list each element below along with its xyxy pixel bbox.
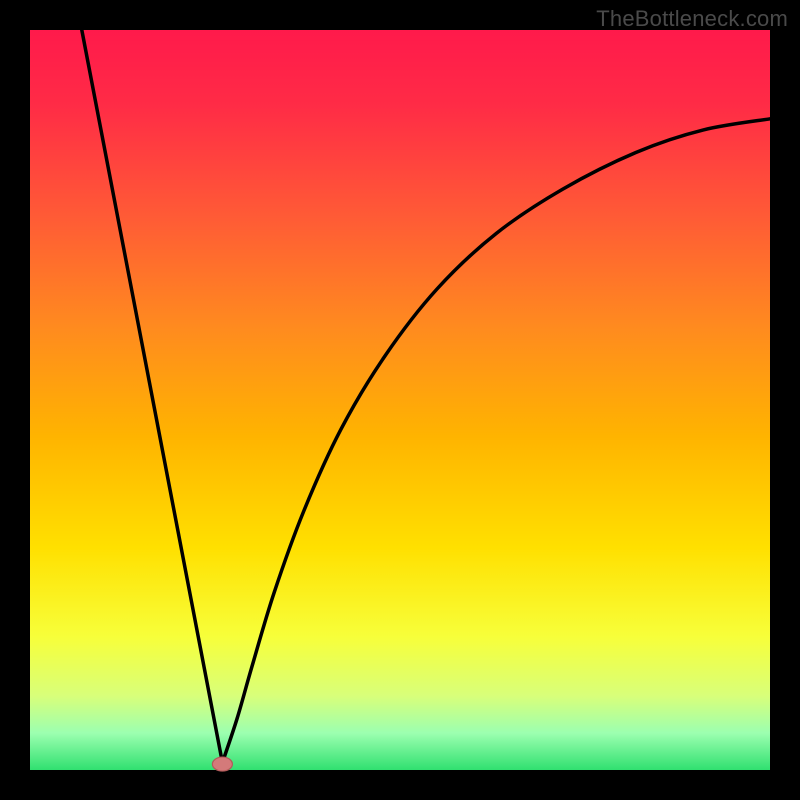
chart-container: TheBottleneck.com: [0, 0, 800, 800]
optimum-marker: [212, 757, 232, 771]
plot-area: [30, 30, 770, 770]
bottleneck-chart: [0, 0, 800, 800]
watermark-text: TheBottleneck.com: [596, 6, 788, 32]
